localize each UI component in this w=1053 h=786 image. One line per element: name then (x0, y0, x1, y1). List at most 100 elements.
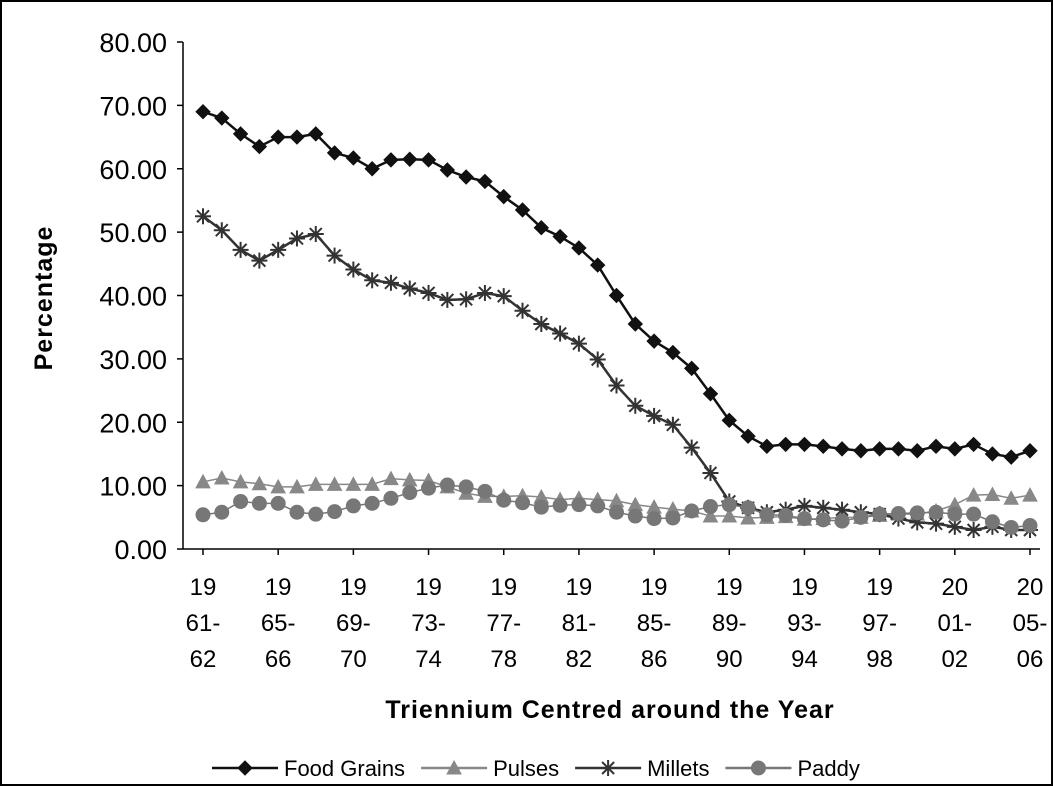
data-point (233, 493, 249, 509)
data-point (251, 138, 268, 155)
data-point (213, 469, 230, 485)
data-point (646, 511, 662, 527)
data-point (364, 495, 380, 511)
series-line (202, 110, 1031, 459)
legend-marker (446, 759, 462, 775)
x-tick-label: 19 65-66 (261, 574, 296, 673)
data-point (195, 208, 211, 225)
data-point (307, 476, 324, 491)
data-point (796, 511, 812, 527)
data-point (364, 272, 381, 289)
data-point (702, 499, 718, 515)
data-point (1003, 519, 1019, 535)
data-point (646, 333, 662, 349)
data-point (890, 441, 907, 457)
data-point (232, 241, 249, 258)
data-point (214, 504, 230, 520)
data-point (721, 412, 737, 429)
data-point (214, 110, 230, 126)
data-point (382, 274, 399, 291)
legend-item: Pulses (421, 756, 559, 781)
series-line (202, 215, 1030, 532)
data-point (195, 507, 211, 523)
data-point (947, 506, 963, 522)
data-point (552, 325, 569, 342)
data-point (646, 407, 663, 424)
data-point (251, 475, 268, 491)
data-point (947, 441, 963, 457)
legend-item: Millets (575, 756, 709, 781)
data-point (759, 438, 775, 455)
data-point (364, 476, 380, 491)
data-point (420, 284, 437, 301)
data-point (570, 335, 587, 352)
data-point (965, 436, 982, 453)
data-point (871, 441, 888, 457)
data-point (571, 240, 587, 256)
data-point (364, 161, 380, 177)
data-point (965, 521, 982, 538)
data-point (777, 436, 794, 453)
data-point (439, 162, 456, 178)
data-point (872, 506, 888, 522)
data-point (195, 104, 211, 120)
data-point (533, 219, 550, 236)
data-point (270, 478, 287, 494)
data-point (909, 505, 925, 521)
data-point (552, 228, 568, 245)
x-tick-label: 19 69-70 (336, 574, 371, 673)
data-point (477, 483, 493, 499)
legend-marker (600, 760, 617, 776)
data-point (308, 126, 324, 142)
legend-label: Paddy (797, 756, 859, 781)
x-tick-label: 19 93-94 (787, 574, 822, 673)
data-point (627, 316, 644, 332)
data-point (458, 169, 474, 185)
legend-item: Paddy (725, 756, 860, 781)
data-point (326, 476, 343, 491)
data-point (1022, 518, 1038, 534)
data-point (966, 506, 982, 522)
y-tick-label: 60.00 (99, 155, 167, 185)
data-point (984, 486, 1001, 501)
data-point (383, 490, 399, 506)
data-point (928, 504, 944, 520)
data-point (514, 202, 531, 218)
data-point (289, 129, 305, 145)
data-point (609, 504, 624, 520)
x-tick-label: 20 01-02 (937, 574, 972, 673)
data-point (778, 507, 794, 523)
data-point (439, 477, 455, 493)
data-point (515, 495, 531, 511)
legend-label: Millets (647, 756, 709, 781)
data-point (984, 446, 1001, 462)
x-tick-label: 19 73-74 (411, 574, 446, 673)
y-tick-label: 10.00 (99, 472, 167, 502)
data-point (270, 129, 286, 145)
data-point (458, 479, 474, 495)
data-point (213, 222, 230, 239)
y-tick-label: 70.00 (99, 91, 167, 121)
data-point (195, 473, 211, 489)
data-point (402, 485, 418, 501)
x-tick-label: 20 05-06 (1013, 574, 1048, 673)
data-point (608, 287, 625, 304)
data-point (326, 247, 343, 264)
data-point (326, 145, 343, 161)
data-point (702, 507, 719, 523)
data-point (477, 173, 493, 190)
data-point (476, 284, 493, 301)
legend-label: Pulses (493, 756, 559, 781)
data-point (289, 504, 305, 520)
data-point (702, 386, 719, 402)
data-point (533, 316, 550, 333)
data-point (1003, 449, 1019, 465)
x-tick-label: 19 97-98 (862, 574, 897, 673)
data-point (458, 291, 475, 308)
y-tick-label: 30.00 (99, 345, 167, 375)
data-point (909, 443, 925, 459)
data-point (627, 397, 644, 414)
data-point (683, 439, 700, 456)
data-point (702, 464, 719, 481)
